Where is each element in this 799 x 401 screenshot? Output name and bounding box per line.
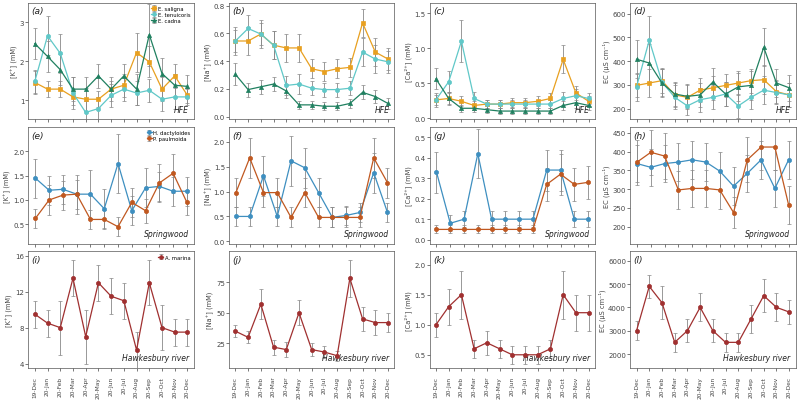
Y-axis label: [Ca²⁺] (mM): [Ca²⁺] (mM) [404, 42, 412, 82]
Text: HFE: HFE [174, 105, 189, 114]
Text: (g): (g) [433, 131, 446, 140]
Text: Springwood: Springwood [545, 229, 590, 238]
Y-axis label: EC (μS cm⁻¹): EC (μS cm⁻¹) [603, 41, 610, 83]
Y-axis label: [Ca²⁺] (mM): [Ca²⁺] (mM) [404, 166, 412, 206]
Text: (h): (h) [634, 131, 646, 140]
Text: HFE: HFE [575, 105, 590, 114]
Text: (c): (c) [433, 7, 445, 16]
Legend: E. saligna, E. tenuicoris, E. cadna: E. saligna, E. tenuicoris, E. cadna [151, 6, 191, 24]
Y-axis label: [Na⁺] (mM): [Na⁺] (mM) [206, 291, 214, 328]
Legend: A. marina: A. marina [157, 254, 191, 260]
Text: Hawkesbury river: Hawkesbury river [121, 353, 189, 362]
Y-axis label: [K⁺] (mM): [K⁺] (mM) [6, 294, 14, 326]
Text: HFE: HFE [375, 105, 389, 114]
Text: (k): (k) [433, 255, 445, 264]
Text: Hawkesbury river: Hawkesbury river [322, 353, 389, 362]
Text: HFE: HFE [776, 105, 790, 114]
Y-axis label: [K⁺] (mM): [K⁺] (mM) [10, 46, 18, 78]
Y-axis label: [Ca²⁺] (mM): [Ca²⁺] (mM) [404, 290, 412, 330]
Text: Springwood: Springwood [745, 229, 790, 238]
Text: (l): (l) [634, 255, 643, 264]
Y-axis label: EC (μS cm⁻¹): EC (μS cm⁻¹) [598, 289, 606, 331]
Legend: H. dactyloides, P. paulmoida: H. dactyloides, P. paulmoida [146, 130, 191, 142]
Y-axis label: EC (μS cm⁻¹): EC (μS cm⁻¹) [603, 165, 610, 207]
Text: (i): (i) [32, 255, 42, 264]
Text: (j): (j) [233, 255, 242, 264]
Y-axis label: [Na⁺] (mM): [Na⁺] (mM) [204, 43, 212, 81]
Y-axis label: [K⁺] (mM): [K⁺] (mM) [3, 170, 11, 202]
Text: (e): (e) [32, 131, 44, 140]
Text: (a): (a) [32, 7, 44, 16]
Text: Springwood: Springwood [344, 229, 389, 238]
Y-axis label: [Na⁺] (mM): [Na⁺] (mM) [204, 167, 212, 205]
Text: Hawkesbury river: Hawkesbury river [723, 353, 790, 362]
Text: Springwood: Springwood [144, 229, 189, 238]
Text: (f): (f) [233, 131, 242, 140]
Text: (b): (b) [233, 7, 245, 16]
Text: (d): (d) [634, 7, 646, 16]
Text: Hawkesbury river: Hawkesbury river [523, 353, 590, 362]
